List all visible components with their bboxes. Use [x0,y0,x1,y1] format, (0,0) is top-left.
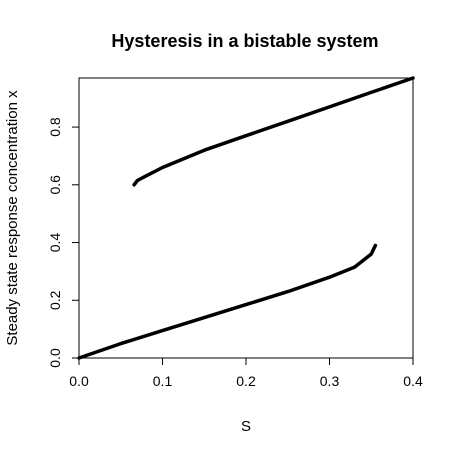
y-axis: 0.0 0.2 0.4 0.6 0.8 [47,117,79,368]
plot-frame [78,77,414,359]
chart-title: Hysteresis in a bistable system [111,31,378,51]
x-tick-label: 0.4 [403,373,423,389]
x-tick-label: 0.2 [236,373,256,389]
lower-branch-line [77,243,378,360]
upper-branch-line [132,76,415,187]
series-layer [77,76,415,360]
y-tick-label: 0.6 [47,175,63,195]
x-tick-label: 0.3 [320,373,340,389]
x-axis-label: S [241,418,251,435]
x-axis: 0.0 0.1 0.2 0.3 0.4 [69,358,423,389]
y-tick-label: 0.8 [47,117,63,137]
x-tick-label: 0.1 [153,373,173,389]
y-tick-label: 0.4 [47,233,63,253]
x-tick-label: 0.0 [69,373,89,389]
y-tick-label: 0.0 [47,348,63,368]
y-axis-label: Steady state response concentration x [4,90,21,346]
y-tick-label: 0.2 [47,290,63,310]
